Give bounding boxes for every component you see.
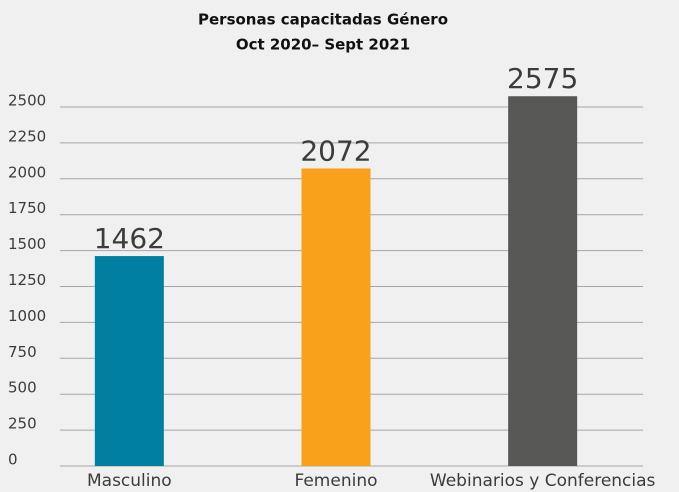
data-label: 2072 [300, 134, 371, 167]
data-label: 2575 [507, 62, 578, 95]
y-tick-label: 500 [8, 379, 37, 397]
chart-title: Personas capacitadas Género [198, 11, 448, 29]
y-tick-label: 1000 [8, 307, 46, 325]
y-tick-label: 0 [8, 451, 18, 469]
bar [94, 256, 164, 466]
y-tick-label: 1250 [8, 271, 46, 289]
y-tick-label: 2250 [8, 127, 46, 145]
y-tick-label: 1500 [8, 235, 46, 253]
chart-subtitle: Oct 2020– Sept 2021 [236, 36, 410, 54]
y-tick-label: 2000 [8, 163, 46, 181]
x-tick-label: Femenino [295, 471, 378, 491]
y-tick-label: 1750 [8, 199, 46, 217]
y-tick-label: 750 [8, 343, 37, 361]
y-tick-label: 2500 [8, 92, 46, 110]
bar [301, 168, 371, 466]
x-tick-label: Webinarios y Conferencias [430, 471, 656, 491]
bar [508, 96, 578, 466]
data-label: 1462 [94, 222, 165, 255]
y-tick-label: 250 [8, 415, 37, 433]
x-tick-label: Masculino [87, 471, 172, 491]
